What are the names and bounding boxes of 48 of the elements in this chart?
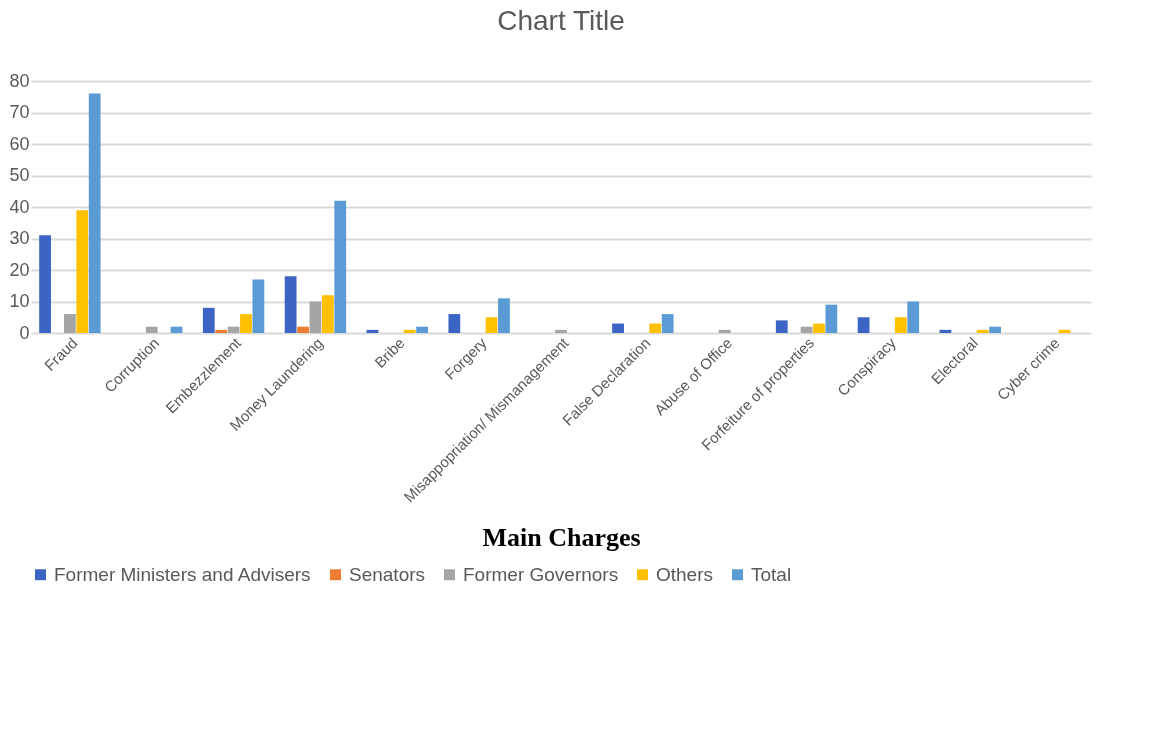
bar (555, 329, 567, 333)
bar (145, 326, 158, 333)
chart-title: Chart Title (497, 5, 625, 36)
bar (498, 298, 510, 333)
bar (252, 279, 265, 333)
legend-label: Former Ministers and Advisers (54, 563, 311, 585)
y-tick-label: 10 (9, 291, 30, 311)
bar (215, 329, 228, 333)
bar (976, 329, 989, 333)
y-tick-label: 40 (9, 196, 30, 217)
bar (63, 314, 76, 333)
y-tick-label: 70 (9, 102, 30, 122)
y-tick-label: 0 (19, 322, 30, 343)
bar (813, 323, 825, 333)
y-tick-label: 50 (9, 165, 30, 185)
bar (416, 326, 428, 333)
bar (649, 323, 662, 333)
bar (857, 317, 870, 333)
legend-label: Total (751, 563, 792, 585)
y-tick-label: 30 (9, 228, 30, 248)
y-tick-label: 80 (9, 70, 30, 91)
bar (202, 307, 215, 333)
bar (718, 329, 731, 333)
bar (88, 93, 101, 333)
bar (907, 301, 920, 333)
bar (825, 304, 838, 333)
bar (661, 314, 674, 333)
bar (485, 317, 498, 333)
bar (321, 295, 334, 333)
bar (76, 210, 89, 333)
bar (775, 320, 788, 333)
bar (334, 200, 347, 333)
bar (612, 323, 624, 333)
bar (403, 329, 416, 333)
legend-label: Others (656, 563, 714, 585)
legend-label: Senators (349, 563, 426, 585)
legend-label: Former Governors (463, 563, 619, 585)
bar (894, 317, 907, 333)
bar (448, 314, 461, 333)
x-axis-title: Main Charges (482, 523, 641, 553)
bar (284, 276, 297, 333)
bar (989, 326, 1001, 333)
bar (297, 326, 309, 333)
bar (309, 301, 322, 333)
bar (39, 235, 51, 333)
y-tick-label: 20 (9, 259, 30, 280)
y-tick-label: 60 (9, 133, 30, 154)
bar (240, 314, 252, 333)
